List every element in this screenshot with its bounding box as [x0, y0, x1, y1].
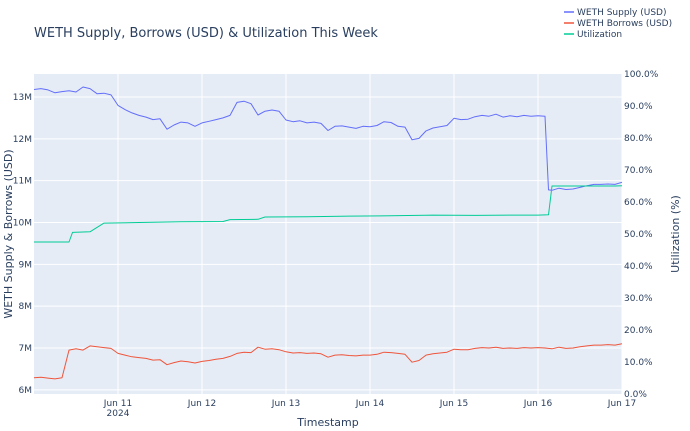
x-tick-label: Jun 12	[187, 399, 216, 409]
series-line-weth-borrows-usd	[33, 343, 623, 380]
series-line-utilization	[34, 185, 623, 243]
legend[interactable]: WETH Supply (USD)WETH Borrows (USD)Utili…	[564, 8, 672, 40]
y2-tick-label: 80.0%	[624, 134, 653, 144]
y-axis-ticks: 6M 7M 8M 9M 10M 11M 12M 13M	[13, 93, 32, 396]
y-tick-label: 10M	[13, 218, 32, 228]
y-axis-label: WETH Supply & Borrows (USD)	[2, 149, 15, 318]
x-tick-label: Jun 16	[523, 399, 553, 409]
legend-item-utilization[interactable]: Utilization	[564, 30, 622, 40]
y2-tick-label: 10.0%	[624, 358, 653, 368]
x-axis-year-label: 2024	[107, 409, 130, 419]
x-tick-label: Jun 15	[439, 399, 468, 409]
y-tick-label: 6M	[19, 386, 33, 396]
y-tick-label: 7M	[19, 344, 33, 354]
y2-tick-label: 100.0%	[624, 70, 659, 80]
x-axis-ticks: Jun 11 Jun 12 Jun 13 Jun 14 Jun 15 Jun 16 Jun …	[103, 399, 636, 409]
plot-area	[34, 74, 622, 394]
legend-item-weth-borrows-usd[interactable]: WETH Borrows (USD)	[564, 19, 672, 29]
x-tick-label: Jun 11	[103, 399, 132, 409]
x-tick-label: Jun 13	[271, 399, 300, 409]
x-tick-label: Jun 14	[355, 399, 385, 409]
y2-tick-label: 60.0%	[624, 198, 653, 208]
y-tick-label: 13M	[13, 93, 32, 103]
series-layer	[33, 86, 623, 380]
series-line-weth-supply-usd	[33, 86, 623, 191]
y2-tick-label: 0.0%	[624, 390, 647, 400]
y-tick-label: 9M	[19, 260, 33, 270]
y2-tick-label: 20.0%	[624, 326, 653, 336]
legend-label: WETH Supply (USD)	[577, 8, 667, 18]
legend-label: Utilization	[577, 30, 622, 40]
y-tick-label: 8M	[19, 302, 33, 312]
y2-tick-label: 30.0%	[624, 294, 653, 304]
y2-tick-label: 50.0%	[624, 230, 653, 240]
y2-axis-label: Utilization (%)	[669, 195, 682, 273]
y2-axis-ticks: 0.0% 10.0% 20.0% 30.0% 40.0% 50.0% 60.0% 70.0% 8…	[624, 70, 659, 400]
y2-tick-label: 70.0%	[624, 166, 653, 176]
chart-title: WETH Supply, Borrows (USD) & Utilization…	[34, 26, 378, 41]
y-tick-label: 11M	[13, 177, 32, 187]
y-tick-label: 12M	[13, 135, 32, 145]
x-tick-label: Jun 17	[607, 399, 636, 409]
legend-item-weth-supply-usd[interactable]: WETH Supply (USD)	[564, 8, 667, 18]
y2-tick-label: 90.0%	[624, 102, 653, 112]
legend-label: WETH Borrows (USD)	[577, 19, 672, 29]
x-axis-label: Timestamp	[296, 416, 358, 429]
y2-tick-label: 40.0%	[624, 262, 653, 272]
